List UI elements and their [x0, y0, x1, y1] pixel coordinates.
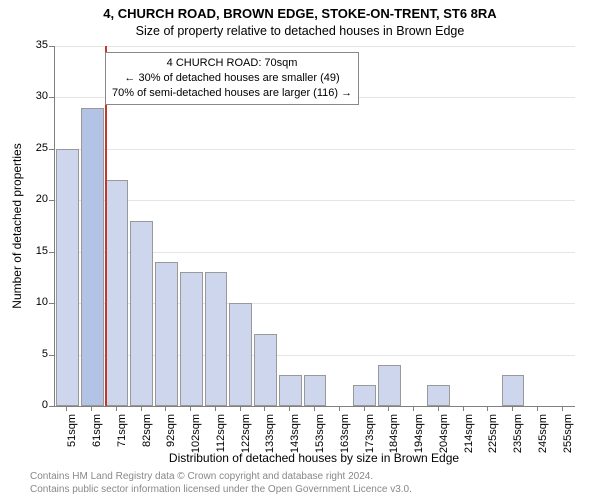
xtick-label: 122sqm — [240, 414, 252, 454]
xtick-label: 153sqm — [314, 414, 326, 454]
xtick-label: 204sqm — [438, 414, 450, 454]
footer-line1: Contains HM Land Registry data © Crown c… — [30, 471, 412, 484]
bar — [56, 149, 79, 406]
xtick-mark — [289, 406, 290, 411]
xtick-mark — [537, 406, 538, 411]
annotation-line3: 70% of semi-detached houses are larger (… — [112, 86, 352, 101]
xtick-label: 133sqm — [264, 414, 276, 454]
bar — [205, 272, 228, 406]
xtick-mark — [413, 406, 414, 411]
ytick-mark — [49, 406, 54, 407]
xtick-label: 102sqm — [190, 414, 202, 454]
xtick-mark — [314, 406, 315, 411]
ytick-label: 25 — [22, 142, 48, 154]
xtick-mark — [190, 406, 191, 411]
ytick-label: 30 — [22, 90, 48, 102]
xtick-label: 71sqm — [116, 414, 128, 454]
xtick-label: 51sqm — [66, 414, 78, 454]
bar — [106, 180, 129, 406]
gridline-h — [55, 46, 575, 47]
xtick-label: 82sqm — [141, 414, 153, 454]
xtick-label: 61sqm — [91, 414, 103, 454]
xtick-mark — [141, 406, 142, 411]
ytick-mark — [49, 252, 54, 253]
xtick-label: 235sqm — [512, 414, 524, 454]
ytick-mark — [49, 200, 54, 201]
ytick-label: 10 — [22, 296, 48, 308]
xtick-label: 194sqm — [413, 414, 425, 454]
xtick-mark — [264, 406, 265, 411]
xtick-mark — [463, 406, 464, 411]
annotation-box: 4 CHURCH ROAD: 70sqm ← 30% of detached h… — [105, 52, 359, 105]
bar — [130, 221, 153, 406]
ytick-label: 15 — [22, 245, 48, 257]
plot-area: 4 CHURCH ROAD: 70sqm ← 30% of detached h… — [54, 46, 575, 407]
bar — [180, 272, 203, 406]
bar — [427, 385, 450, 406]
gridline-h — [55, 149, 575, 150]
xtick-mark — [438, 406, 439, 411]
ytick-label: 5 — [22, 348, 48, 360]
xtick-label: 112sqm — [215, 414, 227, 454]
ytick-label: 35 — [22, 39, 48, 51]
chart-title-main: 4, CHURCH ROAD, BROWN EDGE, STOKE-ON-TRE… — [0, 6, 600, 21]
xtick-label: 184sqm — [388, 414, 400, 454]
xtick-label: 214sqm — [463, 414, 475, 454]
xtick-mark — [562, 406, 563, 411]
ytick-mark — [49, 149, 54, 150]
bar — [304, 375, 327, 406]
ytick-mark — [49, 355, 54, 356]
footer-line2: Contains public sector information licen… — [30, 484, 412, 497]
xtick-label: 225sqm — [487, 414, 499, 454]
bar — [155, 262, 178, 406]
xtick-mark — [364, 406, 365, 411]
bar — [378, 365, 401, 406]
ytick-mark — [49, 303, 54, 304]
xtick-mark — [487, 406, 488, 411]
xtick-mark — [240, 406, 241, 411]
annotation-line2: ← 30% of detached houses are smaller (49… — [112, 71, 352, 86]
bar — [254, 334, 277, 406]
ytick-label: 0 — [22, 399, 48, 411]
xtick-mark — [215, 406, 216, 411]
xtick-mark — [116, 406, 117, 411]
xtick-label: 245sqm — [537, 414, 549, 454]
xtick-label: 163sqm — [339, 414, 351, 454]
chart-title-sub: Size of property relative to detached ho… — [0, 24, 600, 38]
ytick-mark — [49, 46, 54, 47]
gridline-h — [55, 200, 575, 201]
xtick-label: 255sqm — [562, 414, 574, 454]
footer-text: Contains HM Land Registry data © Crown c… — [30, 471, 412, 496]
bar — [81, 108, 104, 406]
xtick-mark — [512, 406, 513, 411]
bar — [279, 375, 302, 406]
xtick-label: 173sqm — [364, 414, 376, 454]
ytick-mark — [49, 97, 54, 98]
bar — [502, 375, 525, 406]
bar — [353, 385, 376, 406]
bar — [229, 303, 252, 406]
chart-container: 4, CHURCH ROAD, BROWN EDGE, STOKE-ON-TRE… — [0, 0, 600, 500]
xtick-mark — [165, 406, 166, 411]
xtick-mark — [66, 406, 67, 411]
xtick-mark — [91, 406, 92, 411]
xtick-mark — [339, 406, 340, 411]
xtick-mark — [388, 406, 389, 411]
xtick-label: 143sqm — [289, 414, 301, 454]
ytick-label: 20 — [22, 193, 48, 205]
annotation-line1: 4 CHURCH ROAD: 70sqm — [112, 56, 352, 71]
xtick-label: 92sqm — [165, 414, 177, 454]
